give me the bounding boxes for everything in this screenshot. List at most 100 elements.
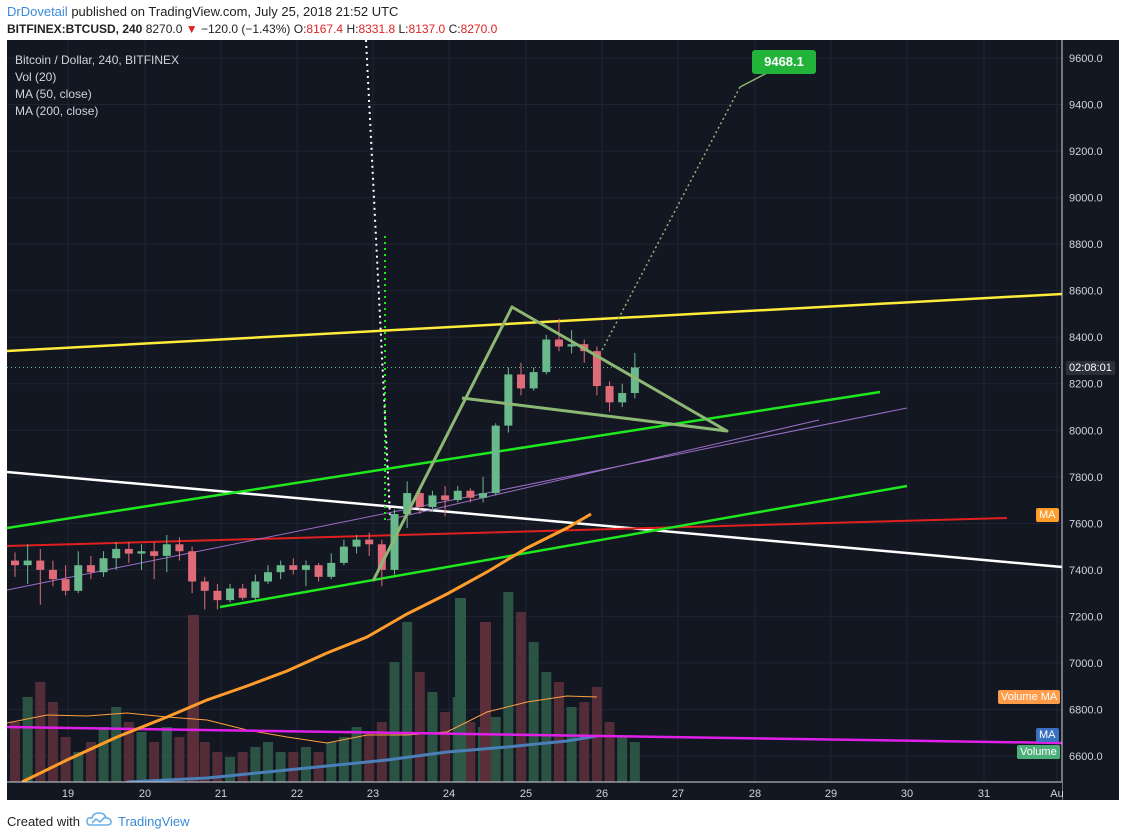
volume-bar <box>225 757 236 782</box>
volume-bar <box>579 702 590 782</box>
y-tick-label: 6600.0 <box>1069 751 1103 763</box>
volume-bar <box>300 747 311 782</box>
volume-bar <box>503 592 514 782</box>
volume-bar <box>199 742 210 782</box>
x-tick-label: 29 <box>825 788 837 800</box>
candle-body <box>124 548 133 554</box>
purple-trend-line <box>386 419 820 521</box>
candle-body <box>74 565 83 591</box>
candle-body <box>289 565 298 570</box>
price-change: −120.0 (−1.43%) <box>200 22 291 36</box>
y-tick-label: 7800.0 <box>1069 472 1103 484</box>
white-dotted-line <box>365 40 391 516</box>
y-tick-label: 8000.0 <box>1069 425 1103 437</box>
orange-ma-50-line <box>21 512 592 784</box>
candle-body <box>251 581 260 598</box>
volume-bar <box>553 682 564 782</box>
published-text: published on TradingView.com, July 25, 2… <box>71 4 399 19</box>
volume-bar <box>275 752 286 782</box>
volume-bar <box>85 742 96 782</box>
ohlc-line: BITFINEX:BTCUSD, 240 8270.0 ▼ −120.0 (−1… <box>7 22 497 36</box>
candle-body <box>567 344 576 347</box>
x-tick-label: 30 <box>901 788 913 800</box>
candle-body <box>327 562 336 577</box>
volume-bar <box>490 717 501 782</box>
candle-body <box>592 351 601 387</box>
x-tick-label: 22 <box>291 788 303 800</box>
volume-bar <box>480 622 491 782</box>
volume-bar <box>212 752 223 782</box>
price-axis-panel <box>1062 40 1119 800</box>
candle-body <box>466 490 475 498</box>
candle-body <box>175 544 184 552</box>
volume-bar <box>326 742 337 782</box>
candle-body <box>36 560 45 570</box>
candle-body <box>352 539 361 547</box>
x-tick-label: 23 <box>367 788 379 800</box>
open-label: O: <box>293 22 307 36</box>
candle-body <box>504 374 513 426</box>
volume-bar <box>10 722 20 782</box>
volume-bar <box>149 742 160 782</box>
x-tick-label: 24 <box>443 788 455 800</box>
volume-bar <box>604 722 615 782</box>
chart-area[interactable]: 9600.0 9400.0 9200.0 9000.0 8800.0 8600.0 8400… <box>7 40 1119 800</box>
candle-body <box>112 548 121 559</box>
high-label: H: <box>346 22 359 36</box>
volume-bar <box>288 752 299 782</box>
author-link[interactable]: DrDovetail <box>7 4 68 19</box>
candle-body <box>529 372 538 389</box>
legend-ma200: MA (200, close) <box>15 104 99 118</box>
target-price-callout[interactable]: 9468.1 <box>752 50 816 74</box>
y-tick-label: 9200.0 <box>1069 146 1103 158</box>
y-tick-label: 8600.0 <box>1069 286 1103 298</box>
volume-bar <box>136 732 147 782</box>
candle-body <box>264 572 272 582</box>
volume-bar <box>414 672 425 782</box>
candle-body <box>542 339 551 373</box>
volume-bar <box>237 752 248 782</box>
candle-body <box>314 565 323 577</box>
volume-bar <box>516 612 526 782</box>
volume-bar <box>629 742 640 782</box>
close-label: C: <box>448 22 461 36</box>
candle-body <box>150 551 159 556</box>
volume-ma-line <box>7 695 598 744</box>
volume-bar <box>351 727 362 782</box>
candle-body <box>441 495 450 501</box>
volume-bar <box>617 737 628 782</box>
candle-body <box>453 490 462 501</box>
y-tick-label: 7200.0 <box>1069 611 1103 623</box>
volume-label: Volume <box>1017 745 1060 759</box>
close-value: 8270.0 <box>460 22 498 36</box>
y-tick-label: 8400.0 <box>1069 332 1103 344</box>
x-tick-label: 19 <box>62 788 74 800</box>
y-tick-label: 8800.0 <box>1069 239 1103 251</box>
legend-ma50: MA (50, close) <box>15 87 92 101</box>
volume-bar <box>389 662 400 782</box>
volume-bar <box>123 722 134 782</box>
candle-body <box>491 425 500 494</box>
volume-bar <box>455 598 466 782</box>
candle-body <box>188 551 197 582</box>
candle-body <box>390 514 399 570</box>
y-tick-label: 9400.0 <box>1069 100 1103 112</box>
ma-blue-label: MA <box>1036 728 1059 742</box>
tradingview-link[interactable]: TradingView <box>118 814 190 829</box>
volume-bar <box>376 722 387 782</box>
candle-body <box>276 565 285 573</box>
yellow-resistance-line <box>7 292 1063 353</box>
y-tick-label: 7600.0 <box>1069 518 1103 530</box>
candle-body <box>377 544 386 570</box>
tradingview-cloud-icon <box>86 812 112 826</box>
volume-bar <box>22 697 33 782</box>
red-ma-200-line <box>7 517 1008 547</box>
x-tick-label: 27 <box>672 788 684 800</box>
volume-bar <box>250 747 261 782</box>
x-tick-label: 21 <box>215 788 227 800</box>
candle-body <box>630 367 639 394</box>
candle-body <box>99 558 108 573</box>
legend-vol: Vol (20) <box>15 70 57 84</box>
price-chart[interactable]: 9600.0 9400.0 9200.0 9000.0 8800.0 8600.0 8400… <box>7 40 1119 800</box>
candle-body <box>23 560 32 566</box>
